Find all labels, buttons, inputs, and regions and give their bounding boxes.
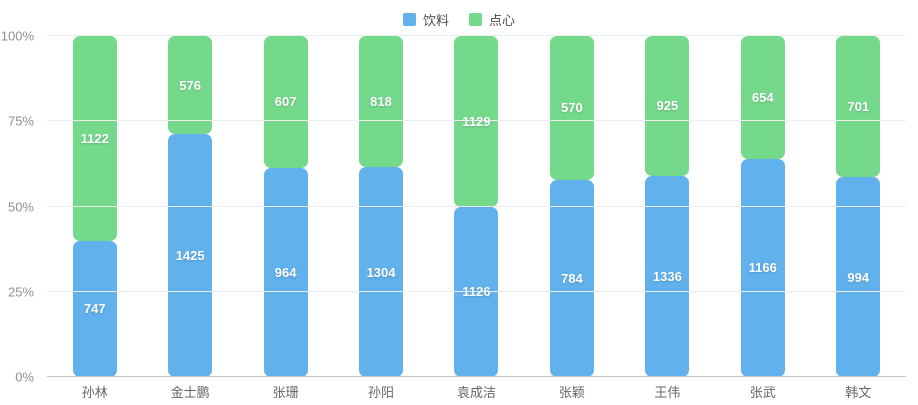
bar-column: 654 1166 [715, 36, 810, 377]
bar-segment-drinks[interactable]: 1304 [359, 167, 404, 377]
bar-value-label: 994 [847, 269, 870, 285]
x-axis-category-label: 张武 [749, 385, 776, 400]
bar-segment-drinks[interactable]: 1425 [168, 134, 213, 377]
bar-segment-drinks[interactable]: 1166 [740, 158, 785, 377]
bar-value-label: 1122 [80, 130, 109, 146]
stacked-bar: 570 784 [549, 36, 594, 377]
bar-column: 818 1304 [333, 36, 428, 377]
bars-row: 1122 747 576 1425 607 964 818 1304 1129 1126 570 78… [47, 36, 906, 377]
stacked-bar: 576 1425 [168, 36, 213, 377]
bar-value-label: 1425 [175, 248, 205, 264]
bar-value-label: 570 [561, 100, 583, 116]
legend-marker-snacks-icon [469, 12, 482, 26]
bar-value-label: 1126 [462, 284, 491, 300]
bar-segment-drinks[interactable]: 964 [263, 167, 308, 377]
y-axis-tick-label: 25% [7, 284, 34, 300]
legend-item-drinks[interactable]: 饮料 [402, 10, 449, 29]
bar-column: 925 1336 [620, 36, 715, 377]
y-axis-tick-label: 100% [0, 28, 34, 44]
bar-segment-drinks[interactable]: 747 [72, 240, 117, 377]
bar-segment-snacks[interactable]: 654 [740, 36, 785, 159]
stacked-bar: 701 994 [836, 36, 881, 377]
y-axis: 0% 25% 50% 75% 100% [0, 29, 40, 385]
x-axis-category-label: 袁成洁 [456, 385, 496, 400]
bar-segment-snacks[interactable]: 925 [645, 36, 690, 176]
bar-column: 576 1425 [142, 36, 237, 377]
gridline [47, 120, 906, 122]
x-axis-category-label: 韩文 [845, 385, 872, 400]
bar-column: 1122 747 [47, 36, 142, 377]
gridline [47, 290, 906, 292]
stacked-bar: 654 1166 [740, 36, 785, 377]
bar-segment-drinks[interactable]: 1126 [454, 206, 499, 377]
bar-segment-drinks[interactable]: 994 [836, 177, 881, 377]
bar-value-label: 1304 [366, 264, 396, 280]
y-axis-tick-label: 50% [7, 199, 34, 214]
bar-segment-snacks[interactable]: 570 [549, 36, 594, 180]
x-axis: 孙林 金士鹏 张珊 孙阳 袁成洁 张颖 王伟 张武 韩文 [47, 382, 906, 401]
bar-value-label: 818 [370, 94, 392, 110]
bar-value-label: 747 [83, 301, 106, 317]
x-axis-category-label: 张颖 [558, 385, 585, 400]
gridline [47, 205, 906, 207]
bar-segment-snacks[interactable]: 1129 [454, 36, 499, 207]
stacked-bar: 925 1336 [645, 36, 690, 377]
bar-value-label: 607 [274, 94, 297, 110]
stacked-bar: 818 1304 [359, 36, 404, 377]
legend-marker-drinks-icon [402, 12, 416, 26]
x-axis-category-label: 金士鹏 [170, 385, 210, 400]
stacked-bar: 1122 747 [72, 36, 117, 377]
bar-segment-drinks[interactable]: 1336 [645, 175, 690, 377]
bar-column: 570 784 [524, 36, 619, 377]
stacked-bar: 1129 1126 [454, 36, 499, 377]
bar-value-label: 576 [179, 77, 201, 93]
bar-value-label: 701 [847, 99, 870, 114]
x-axis-category-label: 孙阳 [368, 385, 395, 400]
stacked-bar: 607 964 [263, 36, 308, 377]
x-axis-category-label: 孙林 [81, 385, 108, 400]
bar-segment-snacks[interactable]: 1122 [72, 36, 117, 241]
bar-segment-snacks[interactable]: 607 [263, 36, 308, 168]
x-axis-category-label: 王伟 [654, 385, 681, 400]
bar-value-label: 1336 [652, 268, 682, 284]
chart-legend: 饮料 点心 [0, 8, 918, 30]
bar-column: 1129 1126 [429, 36, 524, 377]
bar-value-label: 1129 [462, 113, 491, 129]
x-axis-category-label: 张珊 [272, 385, 299, 400]
bar-value-label: 654 [751, 89, 774, 105]
bar-value-label: 964 [274, 264, 297, 280]
bar-column: 701 994 [811, 36, 906, 377]
bar-segment-snacks[interactable]: 818 [359, 36, 404, 168]
bar-value-label: 784 [561, 270, 583, 286]
bar-value-label: 925 [656, 98, 679, 114]
y-axis-tick-label: 75% [7, 113, 34, 129]
plot-area: 1122 747 576 1425 607 964 818 1304 1129 1126 570 78… [47, 35, 906, 377]
legend-label-drinks: 饮料 [422, 12, 449, 28]
legend-item-snacks[interactable]: 点心 [469, 10, 515, 29]
bar-segment-drinks[interactable]: 784 [549, 179, 594, 377]
bar-segment-snacks[interactable]: 701 [836, 36, 881, 178]
bar-value-label: 1166 [748, 260, 777, 276]
legend-label-snacks: 点心 [489, 12, 516, 28]
bar-segment-snacks[interactable]: 576 [168, 36, 213, 135]
gridline [47, 35, 906, 36]
bar-column: 607 964 [238, 36, 333, 377]
y-axis-tick-label: 0% [15, 369, 34, 385]
x-axis-line [47, 376, 906, 377]
